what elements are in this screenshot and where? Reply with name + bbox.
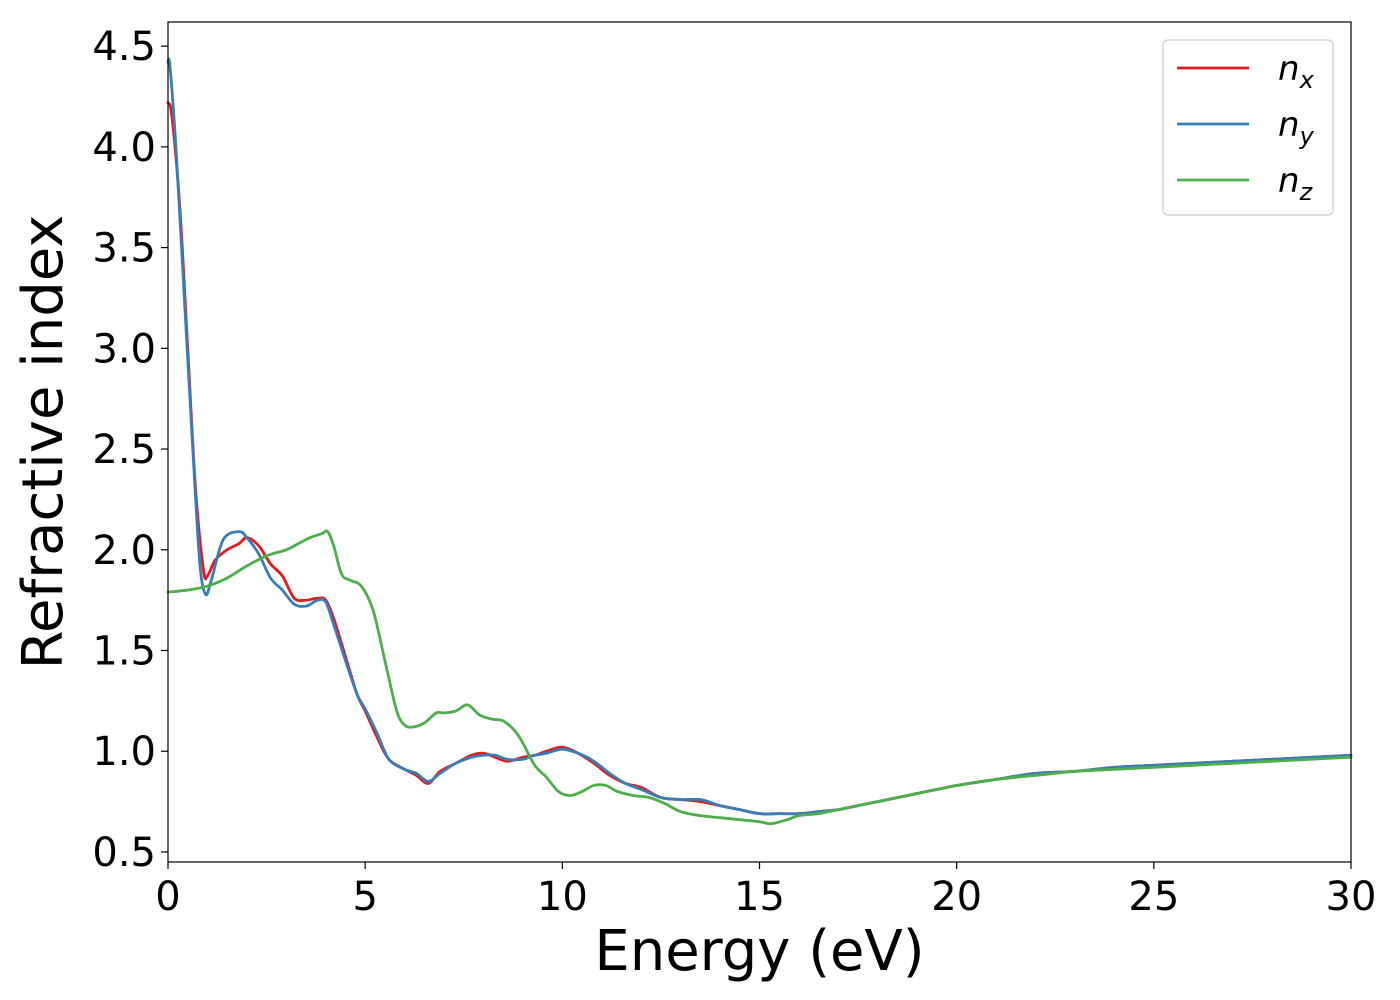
y-tick-label: 4.5 [92, 24, 156, 70]
y-tick-label: 2.0 [92, 528, 156, 574]
x-tick-label: 15 [734, 874, 785, 920]
y-tick-label: 2.5 [92, 427, 156, 473]
y-tick-label: 1.0 [92, 729, 156, 775]
legend-box [1162, 39, 1334, 216]
x-tick-label: 10 [537, 874, 588, 920]
x-axis-ticks: 0 5 10 15 20 25 30 [155, 862, 1376, 920]
x-tick-label: 20 [931, 874, 982, 920]
legend-entries: nx ny nz [1177, 49, 1315, 206]
series-group [166, 57, 1353, 826]
plot-background [168, 22, 1351, 862]
y-tick-label: 3.5 [92, 226, 156, 272]
y-tick-label: 3.0 [92, 326, 156, 372]
y-axis-title: Refractive index [11, 215, 76, 670]
y-tick-label: 0.5 [92, 830, 156, 876]
y-tick-label: 1.5 [92, 628, 156, 674]
legend: nx ny nz [1162, 39, 1334, 216]
legend-label-n-y: ny [1278, 105, 1315, 150]
y-tick-label: 4.0 [92, 125, 156, 171]
legend-label-n-x: nx [1278, 49, 1315, 94]
x-tick-label: 25 [1128, 874, 1179, 920]
legend-label-n-z: nz [1278, 161, 1314, 206]
x-tick-label: 0 [155, 874, 180, 920]
x-tick-label: 30 [1326, 874, 1377, 920]
plot-area [166, 21, 1353, 863]
y-axis-ticks: 0.5 1.0 1.5 2.0 2.5 3.0 3.5 4.0 4.5 [92, 24, 168, 876]
x-tick-label: 5 [352, 874, 377, 920]
series-line-n-z [166, 529, 1353, 826]
x-axis-title: Energy (eV) [594, 919, 924, 984]
